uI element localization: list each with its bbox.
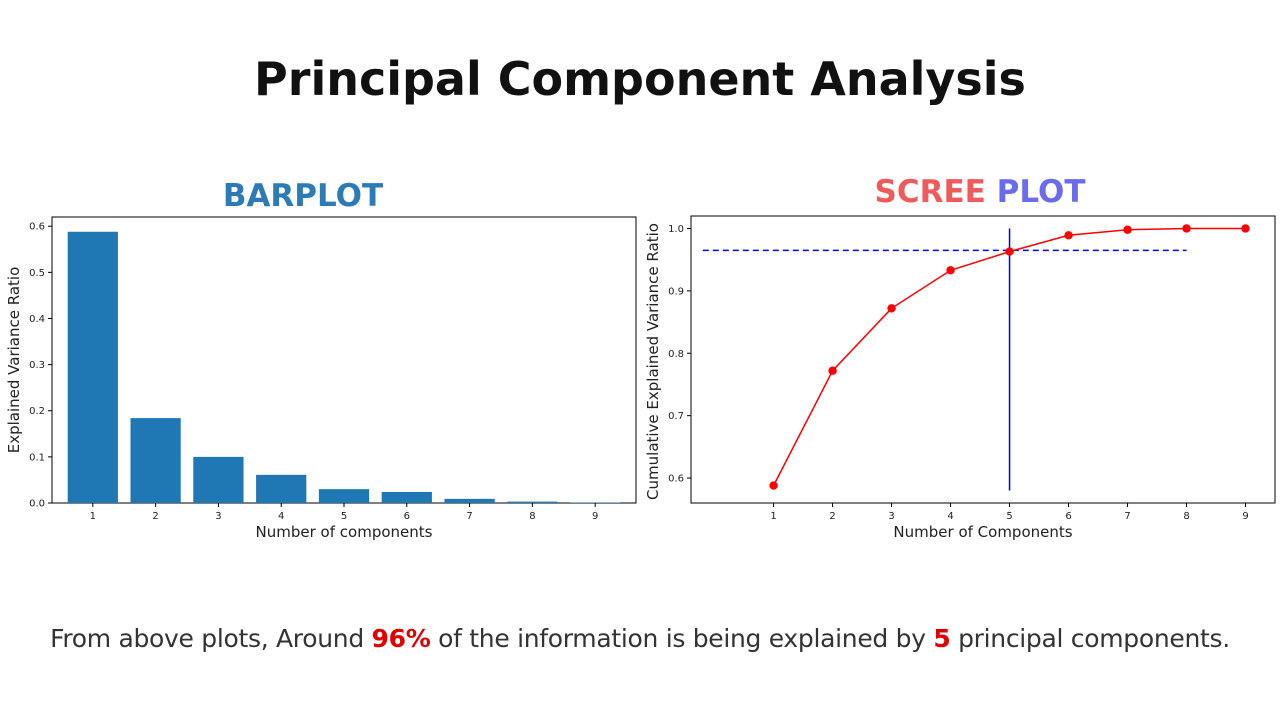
scree-x-tick-label: 8 xyxy=(1183,511,1189,522)
bar-8 xyxy=(507,501,558,503)
scree-y-tick-label: 0.8 xyxy=(668,349,684,360)
scree-chart: 1 2 3 4 5 6 7 8 9 0.6 0.7 0.8 0.9 1.0 Number of Compon… xyxy=(644,215,1276,541)
bar-y-tick-label: 0.3 xyxy=(29,360,45,371)
scree-point-7 xyxy=(1123,225,1132,234)
scree-x-tick-label: 4 xyxy=(947,511,953,522)
bar-3 xyxy=(193,456,244,503)
bar-x-tick-label: 1 xyxy=(90,511,96,522)
scree-point-8 xyxy=(1182,224,1191,233)
scree-plot-frame xyxy=(690,215,1276,504)
bar-x-tick-label: 8 xyxy=(529,511,535,522)
conclusion-text: From above plots, Around 96% of the info… xyxy=(0,624,1280,653)
footer-part-1: From above plots, Around xyxy=(50,624,372,653)
footer-part-2: of the information is being explained by xyxy=(430,624,934,653)
footer-part-3: principal components. xyxy=(950,624,1230,653)
bar-y-tick-label: 0.2 xyxy=(29,406,45,417)
bar-chart: 1 2 3 4 5 6 7 8 9 0.0 0.1 0.2 0.3 0.4 0.5 0.6 Number of … xyxy=(5,216,637,541)
bar-7 xyxy=(444,498,495,503)
barplot-title: BARPLOT xyxy=(222,178,384,214)
bar-x-tick-label: 5 xyxy=(341,511,347,522)
bar-y-tick-label: 0.5 xyxy=(29,268,45,279)
scree-y-tick-label: 0.9 xyxy=(668,286,684,297)
scree-point-3 xyxy=(887,304,896,313)
scree-point-2 xyxy=(828,366,837,375)
bar-4 xyxy=(256,474,307,503)
bar-x-axis-label: Number of components xyxy=(256,523,433,541)
scree-x-tick-label: 1 xyxy=(770,511,776,522)
bar-y-axis-label: Explained Variance Ratio xyxy=(5,267,23,454)
page-title: Principal Component Analysis xyxy=(254,52,1026,106)
bar-1 xyxy=(67,231,118,503)
scree-point-5 xyxy=(1005,247,1014,256)
scree-point-1 xyxy=(769,481,778,490)
scree-y-tick-label: 0.7 xyxy=(668,411,684,422)
bar-x-tick-label: 3 xyxy=(215,511,221,522)
bar-x-tick-label: 6 xyxy=(404,511,410,522)
bar-y-tick-label: 0.4 xyxy=(29,314,45,325)
footer-highlight-count: 5 xyxy=(933,624,951,653)
scree-plot-title: SCREE PLOT xyxy=(700,174,1260,210)
scree-title-part-1: SCREE xyxy=(874,174,986,210)
scree-point-9 xyxy=(1241,224,1250,233)
bar-y-tick-label: 0.6 xyxy=(29,222,45,233)
scree-x-axis-label: Number of Components xyxy=(893,523,1072,541)
scree-x-tick-label: 6 xyxy=(1065,511,1071,522)
bar-2 xyxy=(130,418,181,503)
scree-x-tick-label: 3 xyxy=(888,511,894,522)
bar-x-tick-label: 7 xyxy=(466,511,472,522)
bar-x-tick-label: 4 xyxy=(278,511,284,522)
bar-x-tick-label: 9 xyxy=(592,511,598,522)
footer-highlight-percent: 96% xyxy=(371,624,431,653)
scree-x-tick-label: 2 xyxy=(829,511,835,522)
scree-x-tick-label: 7 xyxy=(1124,511,1130,522)
bar-6 xyxy=(381,491,432,503)
bar-x-tick-label: 2 xyxy=(152,511,158,522)
scree-title-part-2: PLOT xyxy=(996,174,1086,210)
scree-y-tick-label: 0.6 xyxy=(668,474,684,485)
scree-y-tick-label: 1.0 xyxy=(668,224,684,235)
scree-x-tick-label: 9 xyxy=(1242,511,1248,522)
scree-x-tick-label: 5 xyxy=(1006,511,1012,522)
scree-y-axis-label: Cumulative Explained Variance Ratio xyxy=(644,223,662,500)
bar-5 xyxy=(318,489,370,503)
scree-point-6 xyxy=(1064,231,1073,240)
bar-y-tick-label: 0.0 xyxy=(29,499,45,510)
bar-y-tick-label: 0.1 xyxy=(29,452,45,463)
scree-point-4 xyxy=(946,266,955,275)
